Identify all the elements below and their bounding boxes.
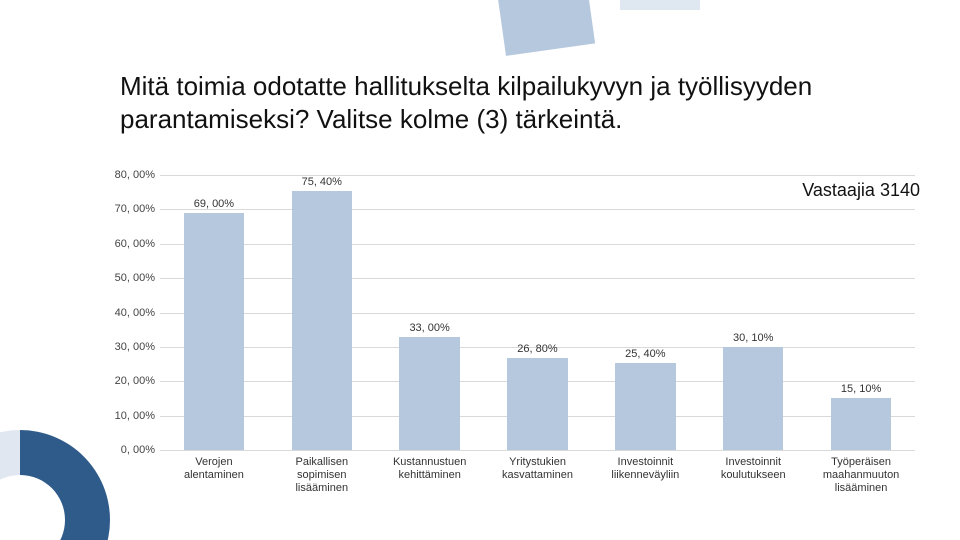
bar-value-label: 69, 00% [194,198,234,210]
bar-value-label: 30, 10% [733,332,773,344]
bar-value-label: 25, 40% [625,348,665,360]
bar: 30, 10% [723,347,783,450]
bar-slot: 69, 00% [160,175,268,450]
y-tick-label: 70, 00% [95,203,155,215]
x-tick-label: Paikallisen sopimisen lisääminen [268,450,376,505]
y-tick-label: 0, 00% [95,444,155,456]
x-tick-label: Investoinnit koulutukseen [699,450,807,505]
x-tick-label: Kustannustuen kehittäminen [376,450,484,505]
bars-container: 69, 00% 75, 40% 33, 00% 26, 80% 25, 40% 30, 1… [160,175,915,450]
slide-title: Mitä toimia odotatte hallitukselta kilpa… [120,70,920,135]
y-tick-label: 10, 00% [95,410,155,422]
plot-area: 0, 00%10, 00%20, 00%30, 00%40, 00%50, 00… [160,175,915,450]
bar-slot: 15, 10% [807,175,915,450]
bar-slot: 25, 40% [591,175,699,450]
bar: 26, 80% [507,358,567,450]
y-tick-label: 80, 00% [95,169,155,181]
bar: 33, 00% [399,337,459,450]
y-tick-label: 40, 00% [95,307,155,319]
bar-slot: 26, 80% [484,175,592,450]
x-axis-labels: Verojen alentaminenPaikallisen sopimisen… [160,450,915,505]
bar-value-label: 26, 80% [517,343,557,355]
y-tick-label: 30, 00% [95,341,155,353]
bar: 69, 00% [184,213,244,450]
bar-slot: 30, 10% [699,175,807,450]
bar: 25, 40% [615,363,675,450]
x-tick-label: Verojen alentaminen [160,450,268,505]
x-tick-label: Investoinnit liikenneväyliin [591,450,699,505]
bar-value-label: 15, 10% [841,383,881,395]
x-tick-label: Yritystukien kasvattaminen [484,450,592,505]
bar-value-label: 33, 00% [409,322,449,334]
decor-shape-1 [495,0,595,56]
bar-chart: 0, 00% 10, 00% 20, 00% 30, 00% 40, 00% 50, 00… [95,175,915,505]
y-tick-label: 50, 00% [95,272,155,284]
bar-value-label: 75, 40% [302,176,342,188]
bar: 75, 40% [292,191,352,450]
decor-shape-2 [620,0,700,10]
y-tick-label: 20, 00% [95,375,155,387]
bar-slot: 33, 00% [376,175,484,450]
y-tick-label: 60, 00% [95,238,155,250]
bar: 15, 10% [831,398,891,450]
x-tick-label: Työperäisen maahanmuuton lisääminen [807,450,915,505]
decor-ring [0,430,110,540]
bar-slot: 75, 40% [268,175,376,450]
